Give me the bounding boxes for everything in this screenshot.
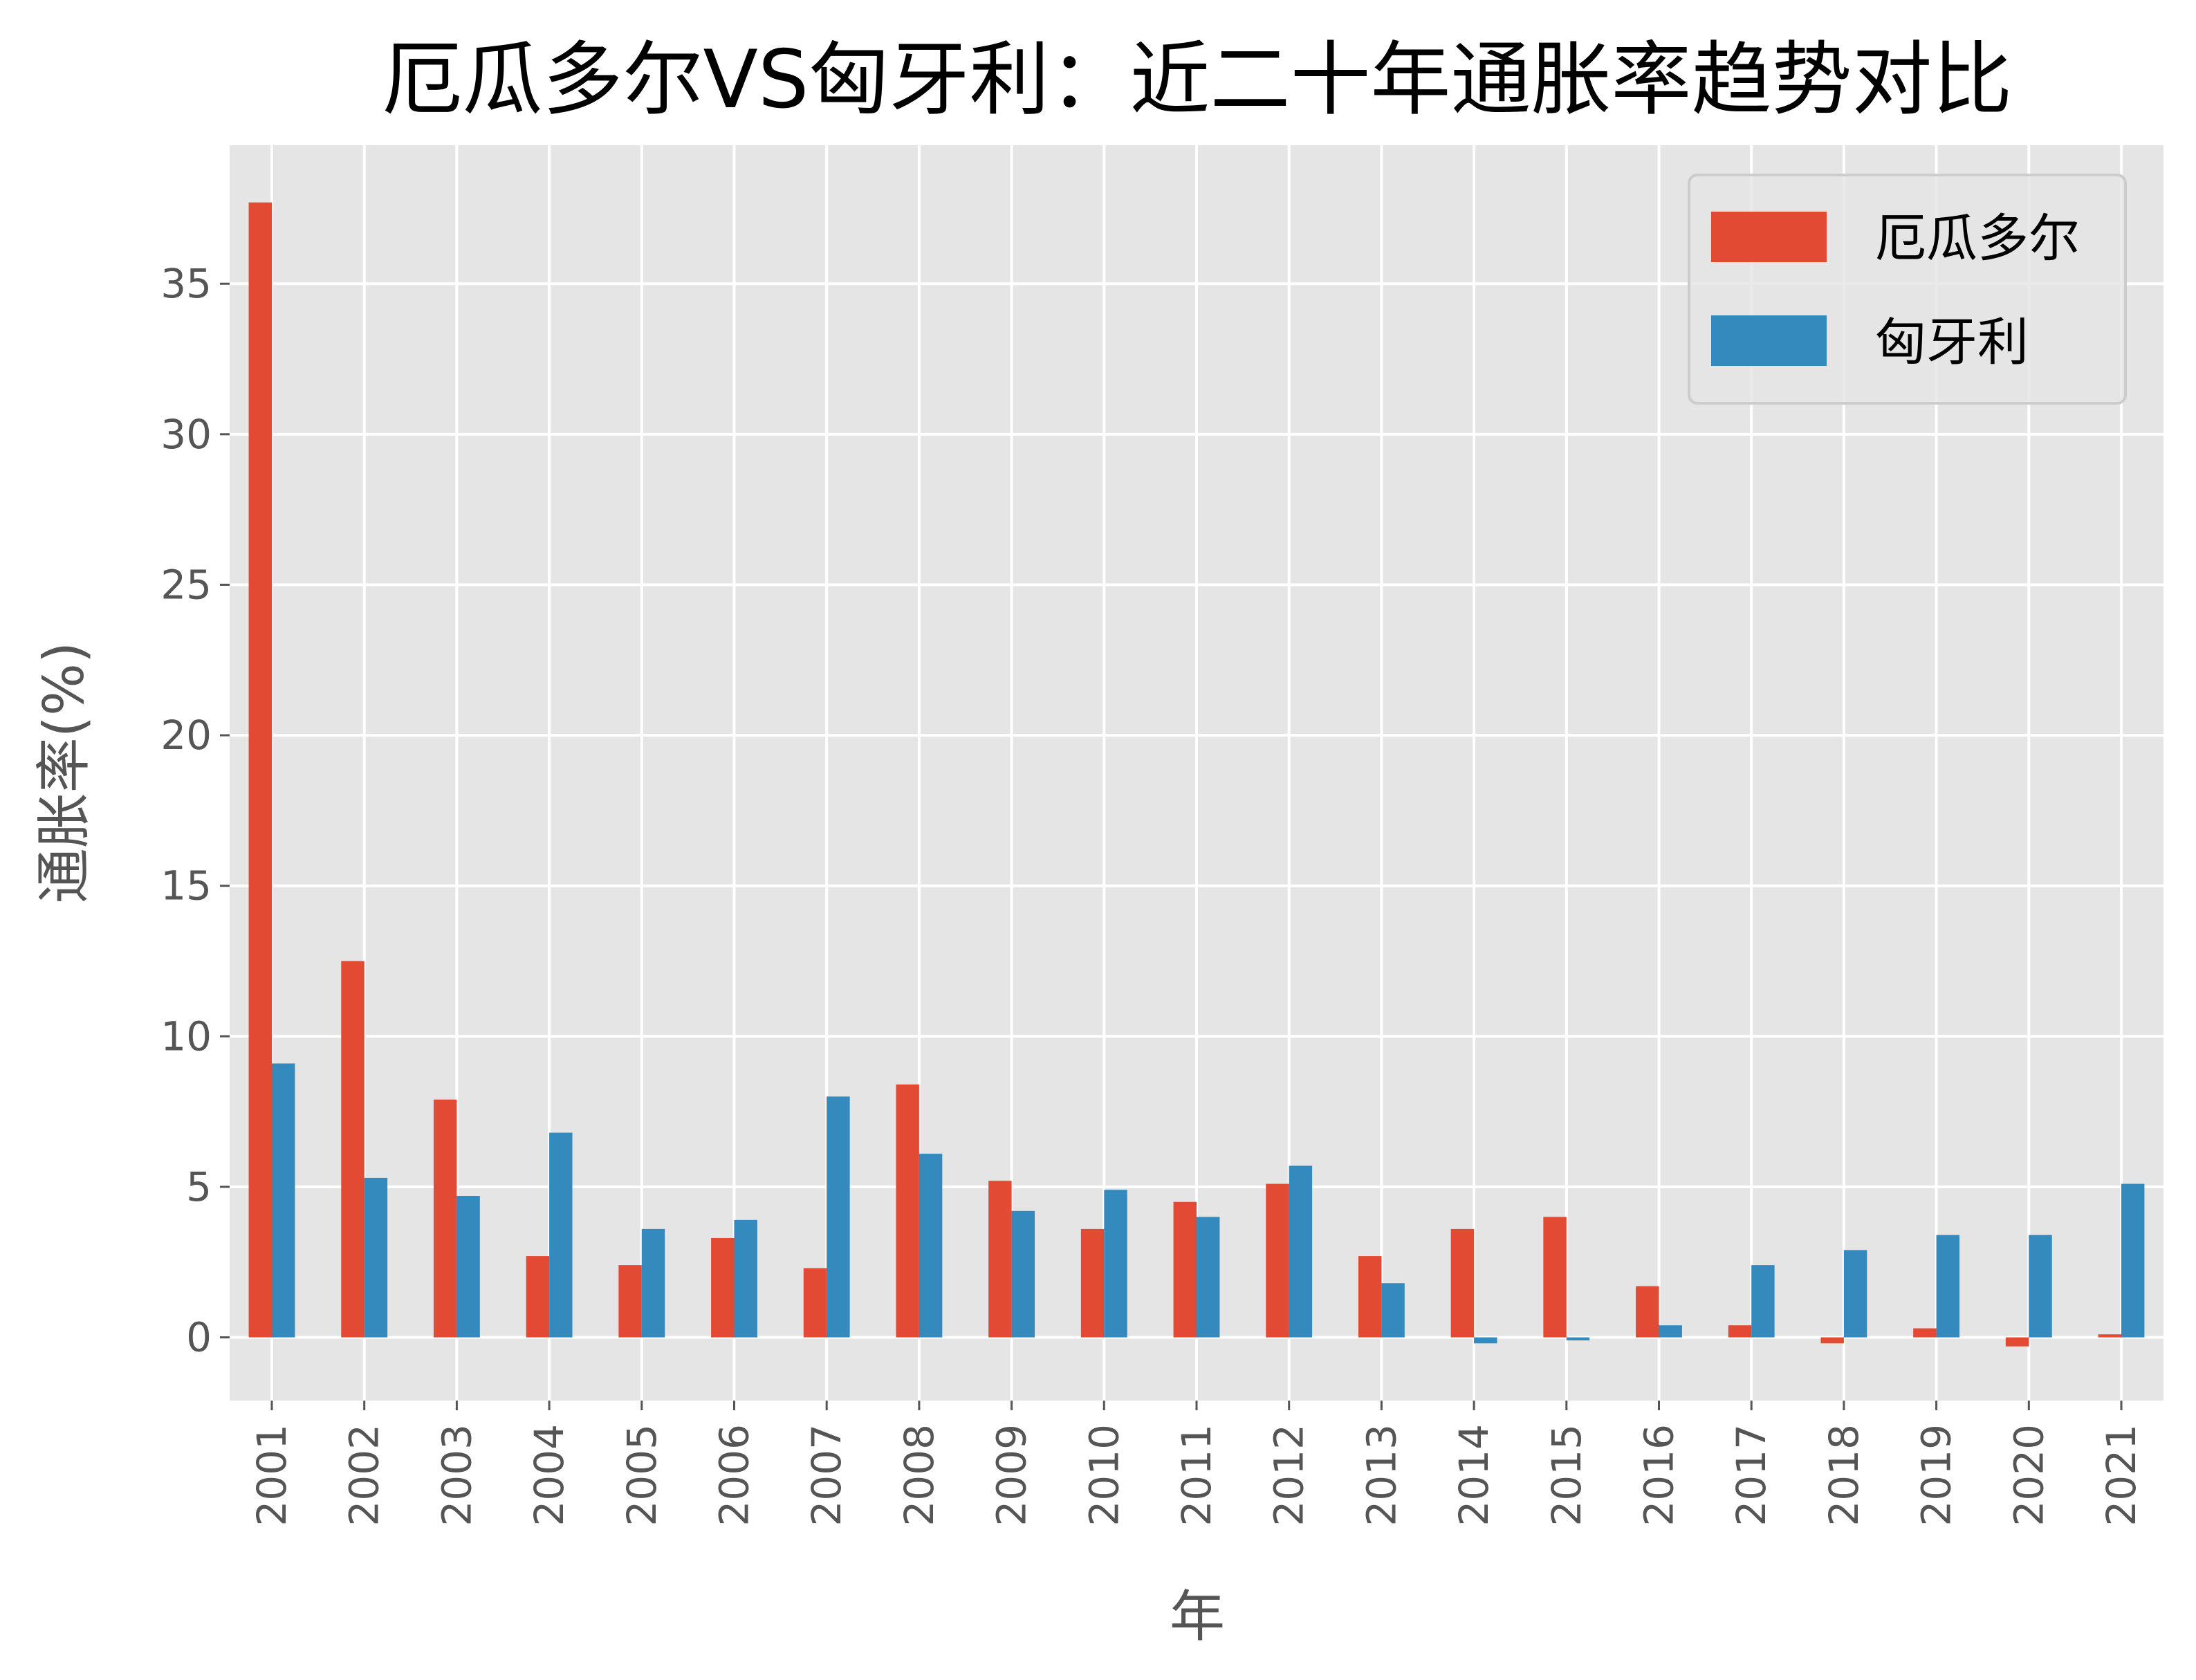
x-tick-label: 2003	[433, 1424, 480, 1526]
bar-hungary-2010	[1104, 1190, 1127, 1338]
bar-ecuador-2008	[896, 1084, 919, 1338]
legend-swatch-hungary	[1711, 315, 1827, 366]
bar-hungary-2017	[1751, 1265, 1775, 1338]
bar-hungary-2006	[734, 1219, 757, 1338]
y-tick-label: 5	[186, 1163, 212, 1210]
x-tick-label: 2004	[526, 1424, 573, 1526]
y-axis: 0 5 10 15 20 25 30 35	[160, 260, 230, 1361]
bar-ecuador-2019	[1913, 1328, 1937, 1338]
bar-ecuador-2004	[526, 1256, 550, 1338]
x-tick-label: 2011	[1173, 1424, 1220, 1526]
x-tick-label: 2001	[248, 1424, 295, 1526]
bar-hungary-2003	[456, 1196, 480, 1338]
legend-label-ecuador: 厄瓜多尔	[1875, 209, 2080, 268]
bar-ecuador-2001	[248, 202, 272, 1338]
bar-hungary-2016	[1659, 1325, 1682, 1338]
bar-hungary-2015	[1566, 1337, 1590, 1340]
x-tick-label: 2013	[1358, 1424, 1405, 1526]
x-tick-label: 2015	[1543, 1424, 1590, 1526]
bar-ecuador-2002	[341, 961, 365, 1338]
x-tick-label: 2019	[1913, 1424, 1960, 1526]
bars	[248, 202, 2145, 1347]
x-tick-label: 2009	[988, 1424, 1035, 1526]
bar-hungary-2021	[2121, 1183, 2145, 1338]
x-axis: 2001 2002 2003 2004 2005 2006 2007 2008 2009 2010…	[248, 1401, 2145, 1526]
bar-ecuador-2015	[1543, 1217, 1567, 1338]
bar-ecuador-2003	[433, 1099, 457, 1338]
x-tick-label: 2021	[2098, 1424, 2145, 1526]
bar-hungary-2007	[827, 1096, 850, 1338]
x-tick-label: 2008	[896, 1424, 943, 1526]
bar-hungary-2014	[1474, 1337, 1497, 1344]
bar-hungary-2009	[1011, 1210, 1035, 1338]
bar-hungary-2001	[272, 1063, 295, 1338]
bar-ecuador-2021	[2098, 1334, 2121, 1338]
bar-hungary-2008	[919, 1154, 943, 1338]
chart-title: 厄瓜多尔VS匈牙利：近二十年通胀率趋势对比	[382, 33, 2013, 127]
x-axis-label: 年	[1170, 1585, 1225, 1649]
bar-ecuador-2012	[1266, 1183, 1289, 1338]
bar-ecuador-2007	[803, 1268, 827, 1338]
bar-ecuador-2014	[1450, 1228, 1475, 1338]
bar-ecuador-2009	[988, 1181, 1012, 1338]
x-tick-label: 2007	[803, 1424, 850, 1526]
bar-hungary-2004	[549, 1132, 573, 1338]
y-tick-label: 30	[160, 411, 212, 458]
x-tick-label: 2006	[711, 1424, 758, 1526]
x-tick-label: 2016	[1636, 1424, 1683, 1526]
x-tick-label: 2010	[1080, 1424, 1127, 1526]
bar-hungary-2012	[1289, 1165, 1313, 1338]
x-tick-label: 2020	[2005, 1424, 2052, 1526]
y-tick-label: 0	[186, 1314, 212, 1361]
x-tick-label: 2002	[341, 1424, 388, 1526]
bar-hungary-2020	[2029, 1235, 2052, 1338]
y-tick-label: 25	[160, 561, 212, 608]
bar-ecuador-2011	[1173, 1201, 1197, 1338]
bar-hungary-2005	[641, 1228, 665, 1338]
bar-hungary-2019	[1936, 1235, 1960, 1338]
bar-hungary-2018	[1843, 1250, 1867, 1338]
legend-label-hungary: 匈牙利	[1875, 313, 2029, 372]
x-tick-label: 2017	[1728, 1424, 1775, 1526]
bar-ecuador-2017	[1728, 1325, 1752, 1338]
y-tick-label: 35	[160, 260, 212, 307]
y-tick-label: 10	[160, 1013, 212, 1060]
bar-ecuador-2005	[618, 1265, 642, 1338]
bar-hungary-2002	[364, 1177, 388, 1338]
x-tick-label: 2012	[1266, 1424, 1313, 1526]
legend: 厄瓜多尔 匈牙利	[1688, 174, 2127, 405]
bar-ecuador-2018	[1820, 1337, 1844, 1344]
x-tick-label: 2005	[618, 1424, 665, 1526]
bar-hungary-2011	[1197, 1217, 1220, 1338]
bar-ecuador-2006	[711, 1237, 735, 1338]
bar-ecuador-2016	[1636, 1286, 1659, 1338]
bar-ecuador-2013	[1358, 1256, 1382, 1338]
x-tick-label: 2014	[1450, 1424, 1497, 1526]
y-axis-label: 通胀率(%)	[32, 642, 96, 903]
bar-hungary-2013	[1381, 1283, 1405, 1338]
bar-ecuador-2020	[2005, 1337, 2029, 1347]
legend-swatch-ecuador	[1711, 212, 1827, 262]
y-tick-label: 20	[160, 712, 212, 759]
bar-ecuador-2010	[1080, 1228, 1105, 1338]
y-tick-label: 15	[160, 862, 212, 910]
x-tick-label: 2018	[1820, 1424, 1867, 1526]
